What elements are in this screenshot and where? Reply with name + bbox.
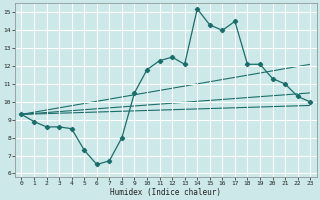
X-axis label: Humidex (Indice chaleur): Humidex (Indice chaleur) <box>110 188 221 197</box>
